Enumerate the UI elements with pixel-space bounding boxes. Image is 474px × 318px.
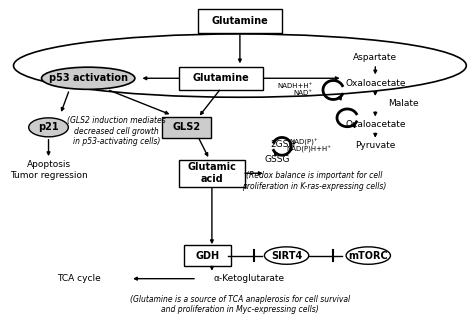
Text: Pyruvate: Pyruvate	[355, 141, 395, 150]
Text: (Redox balance is important for cell
proliferation in K-ras-expressing cells): (Redox balance is important for cell pro…	[242, 171, 387, 191]
Text: SIRT4: SIRT4	[271, 251, 302, 260]
Text: Glutamine: Glutamine	[193, 73, 250, 83]
Text: Glutamic
acid: Glutamic acid	[187, 162, 237, 184]
Text: α-Ketoglutarate: α-Ketoglutarate	[214, 274, 285, 283]
Text: p21: p21	[38, 122, 59, 132]
Text: Malate: Malate	[388, 99, 419, 108]
Ellipse shape	[42, 67, 135, 89]
Text: (GLS2 induction mediates
decreased cell growth
in p53-activating cells): (GLS2 induction mediates decreased cell …	[67, 116, 165, 146]
Ellipse shape	[346, 247, 391, 264]
Ellipse shape	[264, 247, 309, 264]
FancyBboxPatch shape	[184, 245, 230, 266]
Ellipse shape	[29, 118, 68, 137]
Text: NADH+H⁺
NAD⁺: NADH+H⁺ NAD⁺	[277, 84, 312, 96]
Text: GLS2: GLS2	[172, 122, 201, 132]
Text: Glutamine: Glutamine	[211, 16, 268, 26]
Text: Aspartate: Aspartate	[353, 53, 397, 62]
Text: GDH: GDH	[195, 251, 219, 260]
FancyBboxPatch shape	[179, 160, 245, 187]
Text: mTORC: mTORC	[348, 251, 388, 260]
Text: NAD(P)⁺: NAD(P)⁺	[290, 139, 319, 146]
Text: GSSG: GSSG	[264, 155, 290, 164]
Text: NAD(P)H+H⁺: NAD(P)H+H⁺	[287, 146, 332, 153]
Text: Oxaloacetate: Oxaloacetate	[345, 120, 406, 129]
Text: (Glutamine is a source of TCA anaplerosis for cell survival
and proliferation in: (Glutamine is a source of TCA anaplerosi…	[130, 295, 350, 314]
Text: Oxaloacetate: Oxaloacetate	[345, 79, 406, 87]
Text: Apoptosis
Tumor regression: Apoptosis Tumor regression	[9, 160, 87, 180]
FancyBboxPatch shape	[198, 10, 282, 33]
Text: 2GSH: 2GSH	[270, 140, 295, 149]
Text: TCA cycle: TCA cycle	[57, 274, 101, 283]
FancyBboxPatch shape	[162, 117, 211, 138]
FancyBboxPatch shape	[179, 67, 263, 90]
Text: p53 activation: p53 activation	[49, 73, 128, 83]
